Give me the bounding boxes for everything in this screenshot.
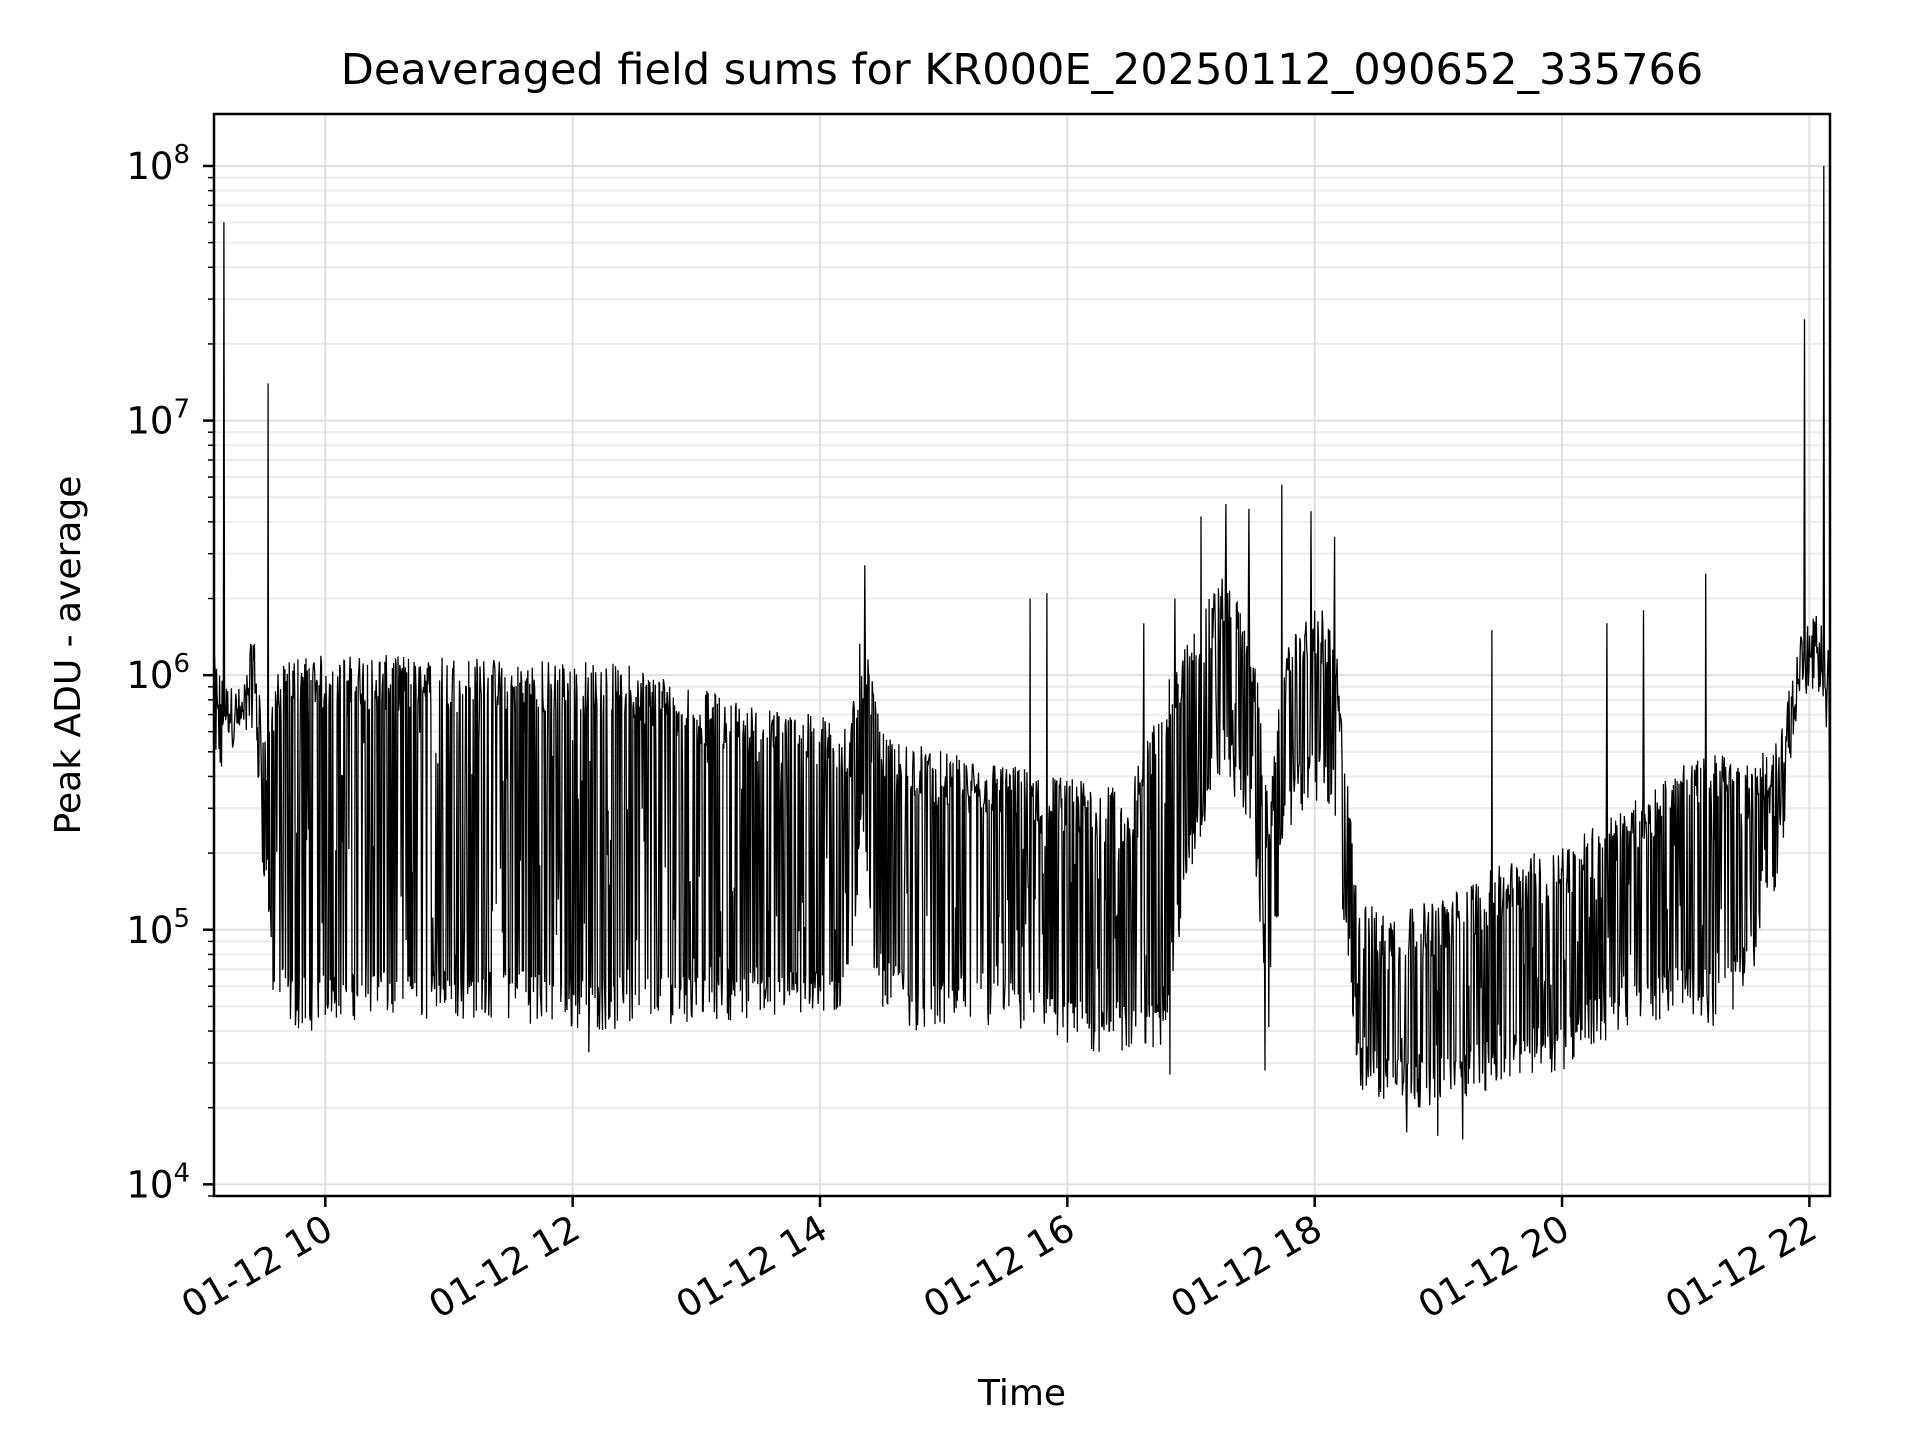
y-tick-exponent: 4: [173, 1158, 190, 1188]
y-tick-base: 10: [126, 145, 173, 188]
y-tick-exponent: 5: [173, 904, 190, 934]
y-tick-exponent: 7: [173, 395, 190, 425]
y-tick-exponent: 6: [173, 649, 190, 679]
plot-frame: [212, 112, 1832, 1198]
y-tick-base: 10: [126, 909, 173, 952]
y-tick-base: 10: [126, 1163, 173, 1206]
y-tick-label: 108: [126, 140, 190, 188]
x-axis-label: Time: [977, 1373, 1066, 1414]
y-tick-label: 106: [126, 649, 190, 697]
series-line: [213, 165, 1831, 1140]
y-tick-label: 104: [126, 1158, 190, 1206]
y-tick-label: 107: [126, 395, 190, 443]
y-tick-label: 105: [126, 904, 190, 952]
data-series: [213, 165, 1831, 1140]
y-axis-label: Peak ADU - average: [48, 476, 89, 835]
y-tick-base: 10: [126, 400, 173, 443]
chart-title: Deaveraged field sums for KR000E_2025011…: [341, 45, 1703, 95]
y-tick-base: 10: [126, 654, 173, 697]
y-tick-exponent: 8: [173, 140, 190, 170]
